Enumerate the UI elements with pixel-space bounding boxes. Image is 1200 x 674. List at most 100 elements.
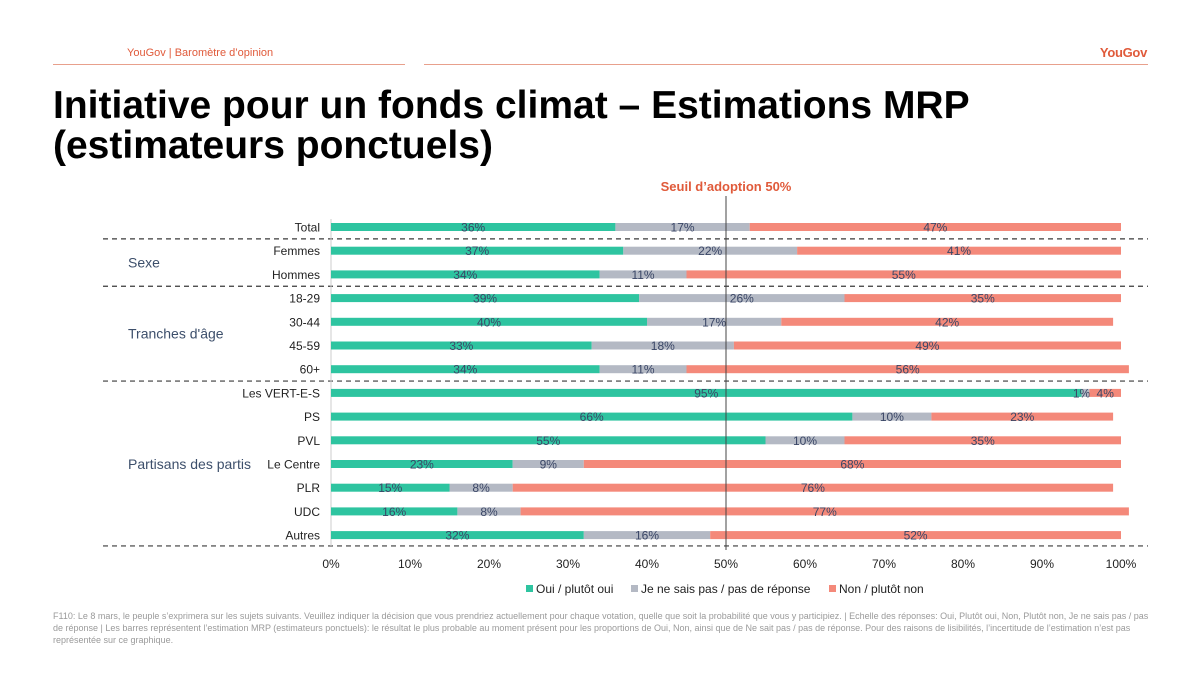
group-label: Tranches d'âge [128,326,224,342]
category-label: 45-59 [289,339,320,353]
category-label: Les VERT-E-S [242,386,320,400]
data-label: 8% [480,505,498,519]
bar-segment [512,483,1114,492]
yougov-logo: YouGov [1099,45,1147,60]
x-tick-label: 70% [872,557,896,571]
data-label: 1% [1073,386,1091,400]
category-label: Femmes [273,244,320,258]
data-label: 34% [453,268,477,282]
data-label: 36% [461,221,485,235]
legend-label: Oui / plutôt oui [536,582,613,596]
bar-segment [331,223,616,231]
category-label: Hommes [272,268,320,282]
bar-segment [331,531,584,540]
data-label: 34% [453,363,477,377]
category-label: Le Centre [267,458,320,472]
category-label: UDC [294,505,320,519]
data-label: 17% [671,221,695,235]
x-tick-label: 80% [951,557,975,571]
data-label: 16% [382,505,406,519]
data-label: 35% [971,292,995,306]
bar-segment [599,365,687,374]
data-label: 18% [651,339,675,353]
legend-swatch [829,585,836,592]
data-label: 33% [449,339,473,353]
bar-segment [583,531,711,540]
bar-segment [1089,388,1121,397]
bar-segment [449,483,513,492]
data-label: 55% [536,434,560,448]
bar-segment [647,317,782,326]
header-divider-left [53,64,405,65]
data-label: 37% [465,244,489,258]
bar-segment [331,246,624,255]
category-label: PVL [297,434,320,448]
data-label: 68% [840,458,864,472]
bar-segment [852,412,932,421]
bar-segment [583,460,1121,468]
bar-segment [844,294,1121,303]
bar-segment [733,341,1121,350]
data-label: 76% [801,481,825,495]
data-label: 55% [892,268,916,282]
data-label: 42% [935,315,959,329]
bar-segment [749,223,1121,231]
data-label: 32% [445,529,469,543]
bar-segment [331,483,450,492]
category-label: 60+ [300,363,320,377]
category-label: 30-44 [289,315,320,329]
data-label: 66% [580,410,604,424]
bar-segment [331,341,592,350]
data-label: 77% [813,505,837,519]
bar-segment [765,436,845,445]
data-label: 23% [1010,410,1034,424]
bar-segment [331,460,513,468]
stacked-bar-chart: Seuil d’adoption 50% Sexe Tranches d'âge Pa… [103,179,1148,596]
bar-segment [686,365,1129,374]
category-label: PLR [297,481,321,495]
x-tick-label: 20% [477,557,501,571]
data-label: 15% [378,481,402,495]
group-label: Sexe [128,255,160,271]
x-tick-label: 60% [793,557,817,571]
bar-segment [331,294,640,303]
bar-segment [457,507,521,516]
category-label: 18-29 [289,292,320,306]
data-label: 17% [702,315,726,329]
x-tick-label: 50% [714,557,738,571]
threshold-label: Seuil d’adoption 50% [661,179,792,194]
legend-swatch [526,585,533,592]
data-label: 56% [896,363,920,377]
data-label: 95% [694,386,718,400]
bar-segment [931,412,1114,421]
data-label: 11% [631,268,654,282]
x-tick-label: 30% [556,557,580,571]
data-label: 41% [947,244,971,258]
bar-segment [331,436,766,445]
legend-label: Non / plutôt non [839,582,924,596]
data-label: 11% [631,363,654,377]
bar-segment [686,270,1121,279]
data-label: 9% [540,458,558,472]
bar-segment [844,436,1121,445]
x-tick-label: 0% [322,557,340,571]
group-label: Partisans des partis [128,456,251,472]
data-label: 47% [923,221,947,235]
bar-segment [520,507,1129,516]
data-label: 8% [472,481,490,495]
category-label: Autres [285,529,320,543]
data-label: 39% [473,292,497,306]
bar-segment [710,531,1121,540]
bar-segment [797,246,1121,255]
data-label: 10% [880,410,904,424]
data-label: 16% [635,529,659,543]
data-label: 40% [477,315,501,329]
page-title: Initiative pour un fonds climat – Estima… [53,84,969,167]
legend-label: Je ne sais pas / pas de réponse [641,582,811,596]
data-label: 4% [1097,386,1115,400]
bar-segment [781,317,1114,326]
category-label: Total [295,221,320,235]
data-label: 22% [698,244,722,258]
bar-segment [599,270,687,279]
x-tick-label: 90% [1030,557,1054,571]
